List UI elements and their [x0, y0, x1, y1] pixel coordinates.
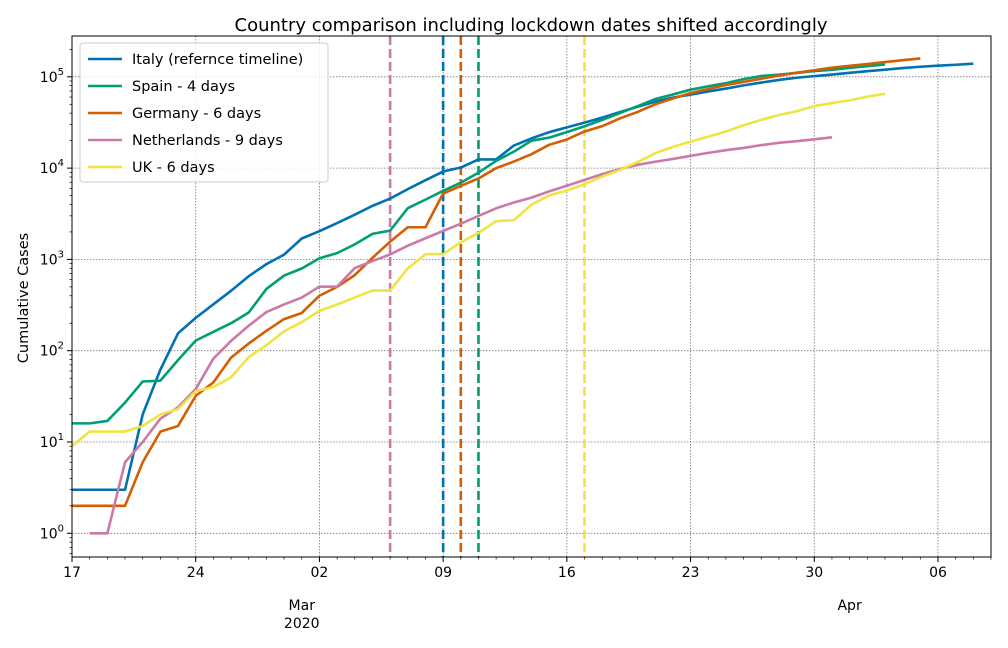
y-tick-exponent: 5 [58, 67, 64, 78]
x-tick-label: 17 [63, 565, 81, 581]
series-line [72, 57, 921, 508]
y-tick-base: 10 [40, 435, 58, 451]
x-tick-label: 09 [434, 565, 452, 581]
y-tick-label: 100 [40, 523, 64, 542]
y-tick-exponent: 1 [58, 432, 64, 443]
x-month-label: Apr [837, 598, 861, 614]
y-tick-exponent: 4 [58, 158, 64, 169]
axis-ticks: 17 24 02 09 16 23 30 06Mar2020Apr10010110210310… [40, 48, 992, 632]
series-line [72, 62, 974, 492]
series-lines [72, 57, 974, 535]
y-tick-label: 104 [40, 158, 64, 177]
y-tick-base: 10 [40, 526, 58, 542]
series-line [89, 135, 833, 535]
x-tick-label: 16 [558, 565, 576, 581]
x-tick-label: 02 [311, 565, 329, 581]
x-year-label: 2020 [284, 616, 320, 632]
x-tick-label: 30 [805, 565, 823, 581]
series-line [72, 63, 886, 425]
y-tick-base: 10 [40, 70, 58, 86]
lockdown-lines [388, 36, 586, 557]
y-tick-base: 10 [40, 252, 58, 268]
legend-label: Germany - 6 days [132, 106, 261, 122]
chart-title: Country comparison including lockdown da… [235, 15, 828, 36]
y-tick-label: 105 [40, 67, 64, 86]
legend: Italy (refernce timeline) Spain - 4 days G… [79, 42, 329, 183]
legend-label: Netherlands - 9 days [132, 133, 283, 149]
y-tick-exponent: 3 [58, 249, 64, 260]
x-tick-label: 06 [929, 565, 947, 581]
legend-label: Italy (refernce timeline) [132, 52, 303, 68]
y-tick-base: 10 [40, 161, 58, 177]
x-month-label: Mar [289, 598, 316, 614]
legend-label: UK - 6 days [132, 160, 215, 176]
y-axis-title: Cumulative Cases [16, 233, 32, 363]
legend-box [79, 42, 329, 183]
x-tick-label: 23 [682, 565, 700, 581]
y-tick-exponent: 0 [58, 523, 64, 534]
y-tick-base: 10 [40, 344, 58, 360]
series-line [72, 92, 886, 448]
x-tick-label: 24 [187, 565, 205, 581]
y-tick-label: 102 [40, 341, 64, 360]
y-tick-label: 103 [40, 249, 64, 268]
y-tick-exponent: 2 [58, 341, 64, 352]
y-tick-label: 101 [40, 432, 64, 451]
legend-label: Spain - 4 days [132, 79, 235, 95]
